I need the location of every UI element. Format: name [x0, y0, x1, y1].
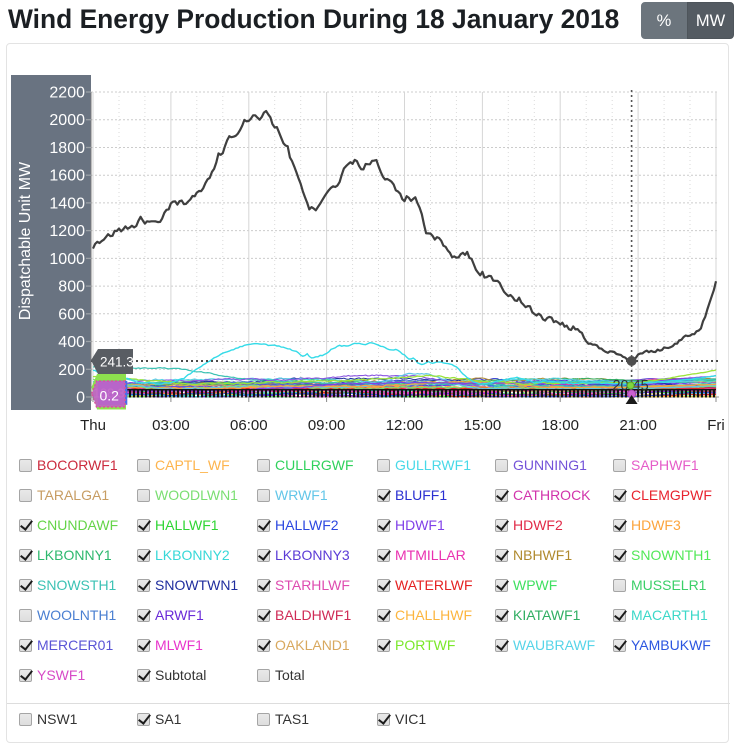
svg-text:Dispatchable Unit MW: Dispatchable Unit MW	[17, 161, 34, 320]
svg-text:400: 400	[58, 334, 85, 351]
svg-text:2000: 2000	[49, 112, 85, 129]
svg-text:06:00: 06:00	[230, 417, 268, 434]
svg-text:1400: 1400	[49, 195, 85, 212]
svg-text:Thu: Thu	[80, 417, 106, 434]
svg-text:18:00: 18:00	[541, 417, 579, 434]
svg-text:15:00: 15:00	[464, 417, 502, 434]
svg-text:1600: 1600	[49, 168, 85, 185]
svg-text:241.3: 241.3	[100, 355, 134, 370]
svg-text:0: 0	[76, 390, 85, 407]
svg-text:03:00: 03:00	[152, 417, 190, 434]
svg-text:800: 800	[58, 279, 85, 296]
svg-text:0.2: 0.2	[100, 388, 120, 404]
svg-text:1800: 1800	[49, 140, 85, 157]
svg-text:1200: 1200	[49, 223, 85, 240]
svg-text:600: 600	[58, 306, 85, 323]
svg-text:2200: 2200	[49, 85, 85, 102]
svg-text:21:00: 21:00	[619, 417, 657, 434]
svg-text:1000: 1000	[49, 251, 85, 268]
svg-text:200: 200	[58, 362, 85, 379]
svg-text:Fri: Fri	[707, 417, 725, 434]
svg-text:09:00: 09:00	[308, 417, 346, 434]
svg-text:12:00: 12:00	[386, 417, 424, 434]
